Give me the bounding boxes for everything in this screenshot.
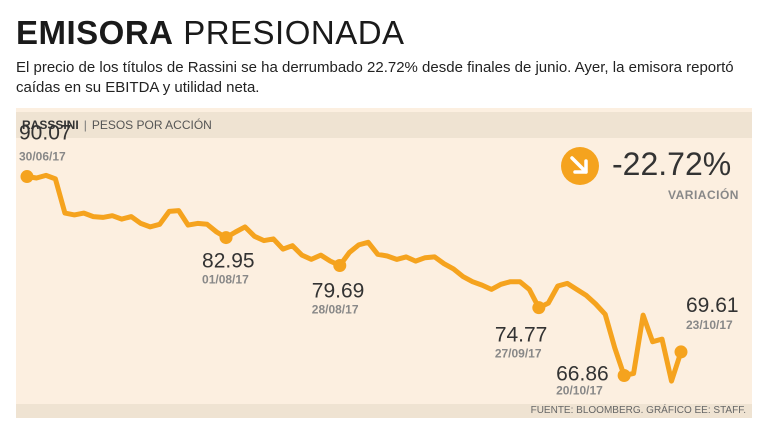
point-date-label: 28/08/17 [312, 303, 359, 317]
point-date-label: 30/06/17 [19, 150, 66, 164]
arrow-down-right-icon [561, 147, 599, 185]
title-bold: EMISORA [16, 14, 174, 51]
point-value-label: 82.95 [202, 250, 255, 273]
band-label: RASSSINI | PESOS POR ACCIÓN [22, 118, 212, 132]
footer-band [16, 404, 752, 418]
point-date-label: 01/08/17 [202, 273, 249, 287]
point-value-label: 74.77 [495, 324, 548, 347]
point-marker [219, 231, 233, 245]
source-note: FUENTE: BLOOMBERG. GRÁFICO EE: STAFF. [530, 405, 746, 416]
subtitle: El precio de los títulos de Rassini se h… [16, 59, 734, 96]
point-marker [532, 301, 546, 315]
point-marker [20, 170, 34, 184]
point-value-label: 66.86 [556, 362, 609, 385]
point-value-label: 69.61 [686, 294, 739, 317]
chart-title: EMISORA PRESIONADA [16, 14, 405, 52]
point-value-label: 79.69 [312, 280, 365, 303]
header-band [16, 112, 752, 138]
point-date-label: 23/10/17 [686, 318, 733, 332]
point-value-label: 90.07 [19, 122, 72, 145]
chart-panel [16, 108, 752, 418]
point-marker [674, 345, 688, 359]
company-name: RASSSINI [22, 118, 79, 132]
title-light: PRESIONADA [183, 14, 405, 51]
variation-label: VARIACIÓN [668, 188, 739, 202]
band-separator: | [83, 118, 87, 132]
point-marker [333, 259, 347, 273]
units-label: PESOS POR ACCIÓN [91, 118, 212, 132]
variation-value: -22.72% [612, 146, 732, 182]
point-date-label: 20/10/17 [556, 383, 603, 397]
point-marker [617, 368, 631, 382]
point-date-label: 27/09/17 [495, 347, 542, 361]
price-line [24, 172, 684, 384]
